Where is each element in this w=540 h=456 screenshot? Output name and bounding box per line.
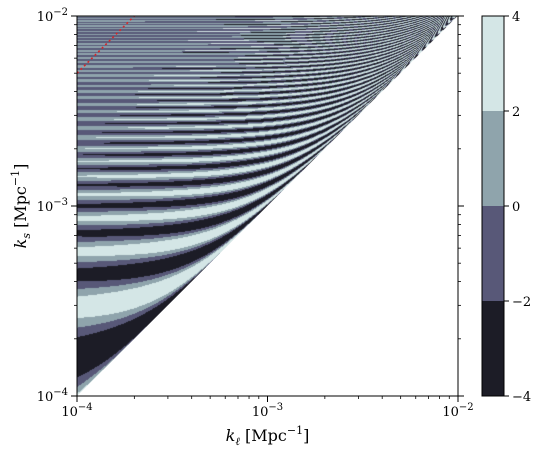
reference-line-layer [76,15,135,74]
y-tick-label: 10−3 [37,197,68,215]
axis-labels: kℓ [Mpc−1] ks [Mpc−1] [9,164,309,448]
plot-area [77,16,458,396]
colorbar: −4 −2 0 2 4 [481,10,531,405]
colorbar-tick-label: −2 [512,295,531,310]
colorbar-band [482,16,504,111]
colorbar-band [482,206,504,301]
colorbar-tick-label: −4 [512,390,531,405]
colorbar-tick-label: 0 [512,200,520,215]
heatmap-image [77,16,458,396]
x-tick-label: 10−3 [252,402,283,420]
colorbar-band [482,301,504,396]
x-tick-label: 10−2 [442,402,473,420]
axes: 10−4 10−3 10−2 10−4 10−3 10−2 [37,7,474,420]
x-tick-label: 10−4 [61,402,92,420]
y-tick-label: 10−4 [37,387,68,405]
y-tick-label: 10−2 [37,7,68,25]
y-axis-label: ks [Mpc−1] [9,164,33,249]
reference-line [76,15,135,74]
colorbar-band [482,111,504,206]
x-axis-label: kℓ [Mpc−1] [226,424,310,448]
colorbar-tick-label: 4 [512,10,520,25]
colorbar-tick-label: 2 [512,105,520,120]
